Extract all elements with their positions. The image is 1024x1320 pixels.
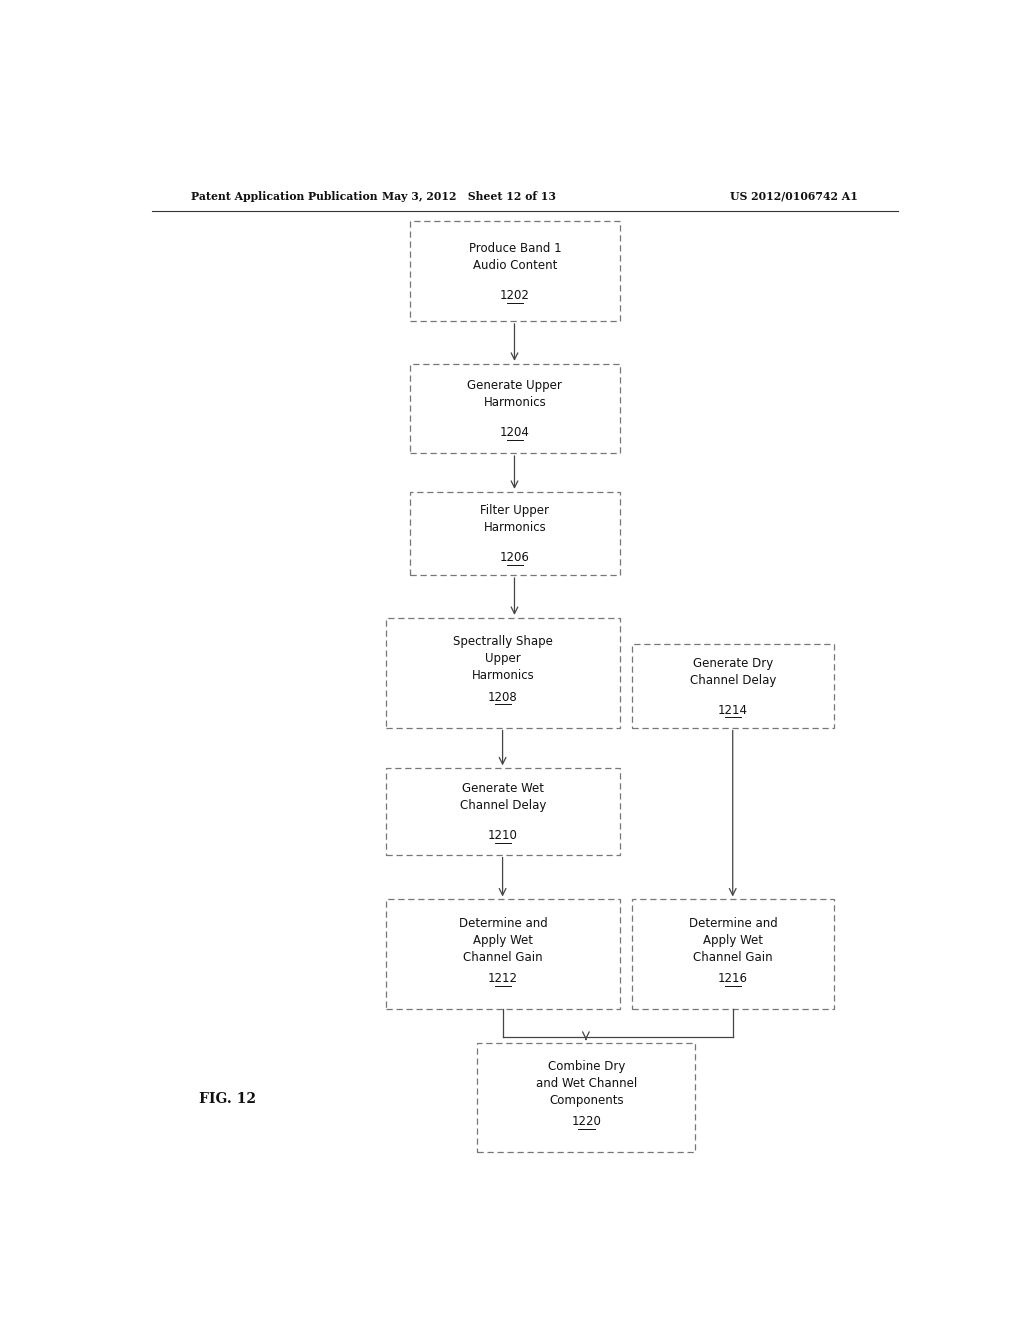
Text: Determine and
Apply Wet
Channel Gain: Determine and Apply Wet Channel Gain [689, 916, 777, 964]
Text: Produce Band 1
Audio Content: Produce Band 1 Audio Content [469, 242, 561, 272]
Text: US 2012/0106742 A1: US 2012/0106742 A1 [730, 190, 858, 202]
FancyBboxPatch shape [632, 899, 835, 1008]
Text: 1208: 1208 [488, 690, 518, 704]
FancyBboxPatch shape [386, 899, 620, 1008]
Text: 1204: 1204 [500, 426, 529, 440]
FancyBboxPatch shape [632, 644, 835, 727]
Text: May 3, 2012   Sheet 12 of 13: May 3, 2012 Sheet 12 of 13 [382, 190, 556, 202]
Text: 1220: 1220 [571, 1115, 601, 1129]
Text: 1206: 1206 [500, 552, 529, 565]
Text: 1216: 1216 [718, 972, 749, 985]
FancyBboxPatch shape [410, 222, 620, 321]
Text: Generate Wet
Channel Delay: Generate Wet Channel Delay [460, 783, 546, 812]
FancyBboxPatch shape [410, 492, 620, 576]
Text: 1210: 1210 [488, 829, 518, 842]
Text: Filter Upper
Harmonics: Filter Upper Harmonics [480, 504, 550, 535]
FancyBboxPatch shape [410, 364, 620, 453]
Text: 1214: 1214 [718, 704, 749, 717]
Text: Combine Dry
and Wet Channel
Components: Combine Dry and Wet Channel Components [536, 1060, 637, 1107]
Text: Generate Upper
Harmonics: Generate Upper Harmonics [467, 379, 562, 409]
FancyBboxPatch shape [477, 1043, 695, 1152]
Text: Spectrally Shape
Upper
Harmonics: Spectrally Shape Upper Harmonics [453, 635, 553, 682]
Text: Patent Application Publication: Patent Application Publication [191, 190, 378, 202]
FancyBboxPatch shape [386, 618, 620, 727]
Text: 1202: 1202 [500, 289, 529, 302]
Text: FIG. 12: FIG. 12 [200, 1092, 256, 1106]
Text: Determine and
Apply Wet
Channel Gain: Determine and Apply Wet Channel Gain [459, 916, 548, 964]
Text: 1212: 1212 [488, 972, 518, 985]
FancyBboxPatch shape [386, 768, 620, 854]
Text: Generate Dry
Channel Delay: Generate Dry Channel Delay [690, 656, 776, 686]
